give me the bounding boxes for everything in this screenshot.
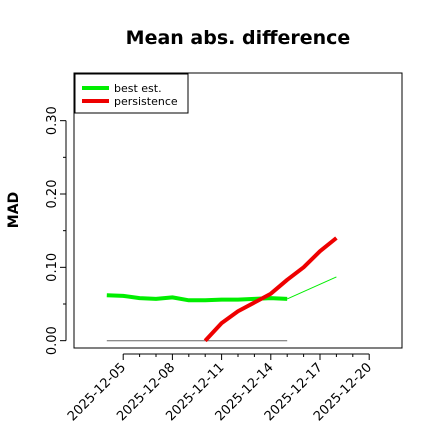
y-tick-label: 0.10 — [45, 253, 60, 282]
legend-box — [74, 73, 189, 114]
y-axis-label: MAD — [6, 192, 22, 228]
series-layer — [106, 236, 338, 343]
legend: best est. persistence — [74, 73, 189, 114]
legend-label-persistence: persistence — [114, 95, 178, 108]
series-line-persistence — [203, 236, 338, 343]
y-tick-label: 0.00 — [45, 326, 60, 355]
chart-title: Mean abs. difference — [126, 27, 351, 49]
y-tick-label: 0.20 — [45, 180, 60, 209]
y-tick-label: 0.30 — [45, 106, 60, 135]
extension-line — [286, 276, 337, 300]
legend-label-best-est: best est. — [114, 82, 162, 95]
axis-ticks: 0.000.100.200.302025-12-052025-12-082025… — [45, 106, 375, 424]
plot-frame — [73, 72, 403, 349]
